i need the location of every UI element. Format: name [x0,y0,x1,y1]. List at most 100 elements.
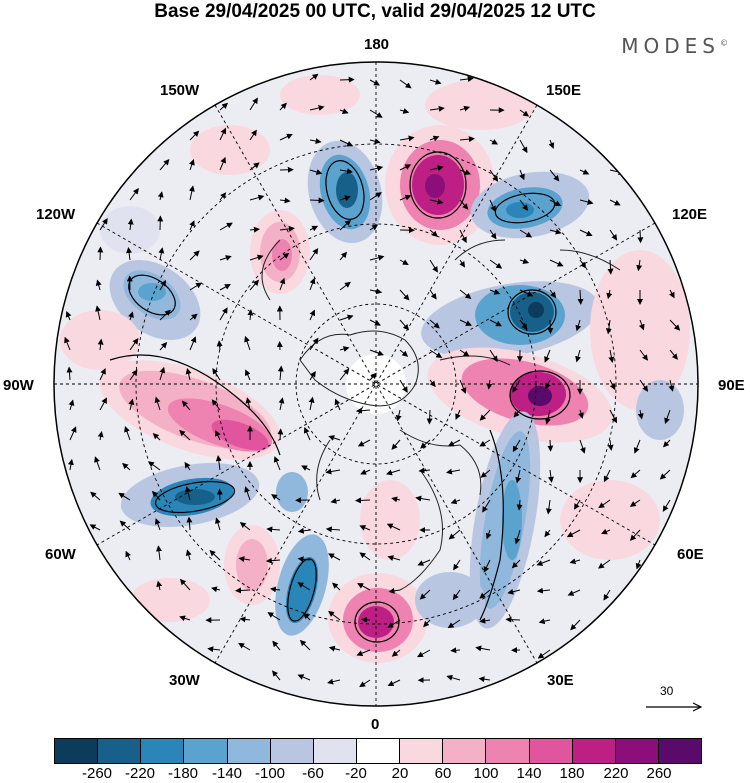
wind-vector [429,349,443,359]
wind-vector [245,397,252,411]
wind-vector [629,529,641,541]
lon-label-60e: 60E [677,546,704,563]
wind-vector [328,435,341,441]
wind-vector [159,158,170,171]
wind-vector [399,319,410,331]
wind-vector [455,409,461,420]
wind-vector [513,409,521,418]
wind-vector [159,280,167,291]
wind-vector [369,138,381,145]
colorbar-swatch [141,739,185,763]
wind-vector [309,197,325,204]
wind-vector [429,78,442,85]
wind-vector [99,218,108,231]
wind-vector [459,105,471,112]
wind-vector [459,136,475,143]
wind-vector [270,586,281,593]
wind-vector [265,557,281,564]
wind-vector [119,520,131,531]
colorbar-swatch [443,739,487,763]
wind-vector [278,397,285,411]
lon-label-90e: 90E [718,377,745,394]
wind-vector [459,199,469,210]
wind-vector [266,526,281,533]
wind-vector [399,79,412,89]
wind-vector [429,105,445,112]
wind-vector [189,250,200,261]
wind-vector [339,219,352,231]
colorbar-label: -260 [81,765,113,782]
wind-vector [327,678,341,685]
wind-vector [309,309,316,321]
wind-vector [387,679,401,687]
lon-label-60w: 60W [45,546,76,563]
colorbar-label: -140 [211,765,243,782]
wind-vector [391,439,401,450]
wind-vector [426,409,433,425]
wind-vector [567,589,581,596]
wind-vector [489,138,499,145]
wind-vector [67,458,74,471]
wind-vector [482,499,491,513]
wind-vector [429,379,436,388]
wind-vector [489,169,499,182]
wind-vector [489,288,501,295]
wind-vector [152,433,161,441]
wind-vector [339,139,354,147]
wind-vector [447,619,461,629]
wind-vector [249,279,260,291]
wind-vector [359,525,371,531]
wind-vector [124,425,131,441]
wind-vector [446,674,461,681]
wind-vector [129,369,138,381]
wind-vector [189,336,197,351]
wind-vector [399,164,412,171]
wind-vector [309,370,316,381]
wind-vector [418,467,431,474]
wind-vector [95,305,102,321]
wind-vector [357,583,371,591]
wind-vector [483,559,491,573]
wind-vector [328,645,341,652]
wind-vector [549,199,562,206]
colorbar-swatch [313,739,357,763]
wind-vector [66,366,73,381]
wind-vector [417,649,431,658]
wind-vector [519,319,528,331]
wind-vector [186,516,193,531]
wind-vector [486,379,493,390]
wind-vector [519,258,530,264]
wind-vector [605,319,612,335]
wind-vector [479,409,491,421]
wind-vector [391,496,401,503]
wind-vector [429,135,440,142]
wind-vector [429,289,437,300]
wind-vector [429,319,440,329]
wind-vector [566,529,581,538]
wind-vector [185,549,192,561]
wind-vector [514,529,521,545]
wind-vector [549,228,562,235]
wind-vector [244,486,251,501]
wind-vector [536,559,551,566]
wind-vector [369,319,381,326]
wind-vector [387,555,401,561]
wind-vector [330,497,341,504]
wind-vector [669,289,675,299]
wind-vector [547,469,554,483]
wind-vector [219,307,228,321]
colorbar-label: 260 [646,765,672,782]
wind-vector [479,589,491,599]
wind-vector [94,456,101,471]
wind-vector [189,282,203,291]
wind-vector [637,409,644,420]
wind-vector [606,289,613,300]
wind-vector [609,379,616,391]
wind-vector [309,73,319,81]
wind-vector [597,559,611,569]
wind-vector [519,139,528,154]
wind-vector [89,524,101,531]
wind-vector [185,486,191,501]
lon-label-180: 180 [364,36,390,53]
wind-vector [519,229,533,238]
